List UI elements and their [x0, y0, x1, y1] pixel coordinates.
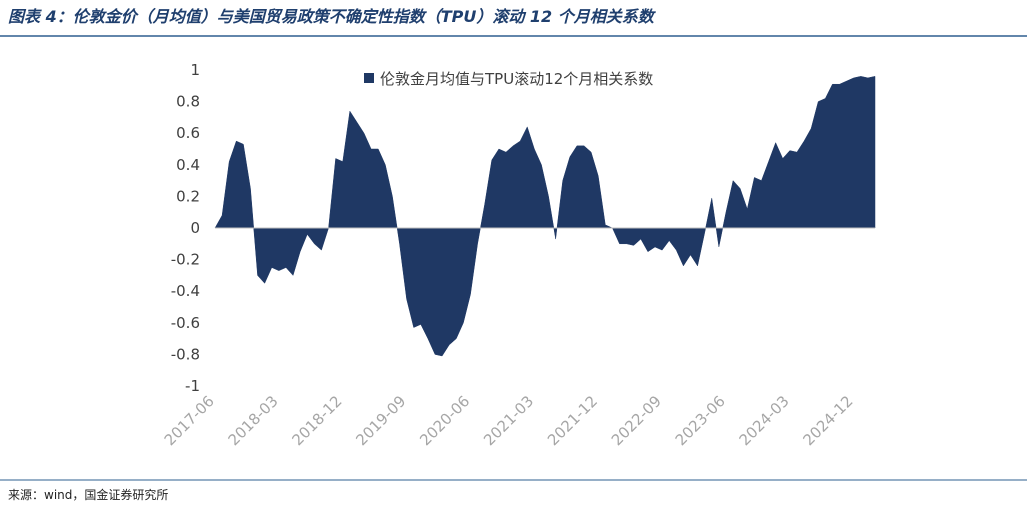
- x-tick-label: 2020-06: [416, 392, 473, 449]
- legend-label: 伦敦金月均值与TPU滚动12个月相关系数: [380, 70, 653, 88]
- y-tick-label: -0.8: [171, 345, 200, 363]
- y-tick-label: 0.4: [176, 156, 200, 174]
- area: [214, 76, 876, 357]
- x-tick-label: 2024-03: [736, 392, 793, 449]
- x-tick-label: 2018-03: [225, 392, 282, 449]
- y-tick-label: 0.8: [176, 93, 200, 111]
- y-tick-label: 1: [190, 61, 200, 79]
- x-tick-label: 2022-09: [608, 392, 665, 449]
- y-tick-label: -1: [185, 377, 200, 395]
- y-tick-label: -0.2: [171, 251, 200, 269]
- y-tick-label: 0.2: [176, 187, 200, 205]
- y-tick-label: 0.6: [176, 124, 200, 142]
- y-tick-label: 0: [190, 219, 200, 237]
- x-tick-label: 2017-06: [161, 392, 218, 449]
- source: 来源：wind，国金证券研究所: [8, 487, 168, 502]
- legend-swatch: [364, 73, 374, 83]
- x-tick-label: 2024-12: [799, 392, 856, 449]
- x-tick-label: 2019-09: [352, 392, 409, 449]
- x-tick-label: 2021-12: [544, 392, 601, 449]
- y-tick-label: -0.4: [171, 282, 200, 300]
- x-tick-label: 2023-06: [672, 392, 729, 449]
- x-tick-label: 2018-12: [289, 392, 346, 449]
- x-tick-label: 2021-03: [480, 392, 537, 449]
- chart-title: 图表 4：伦敦金价（月均值）与美国贸易政策不确定性指数（TPU）滚动 12 个月…: [8, 7, 657, 26]
- y-tick-label: -0.6: [171, 314, 200, 332]
